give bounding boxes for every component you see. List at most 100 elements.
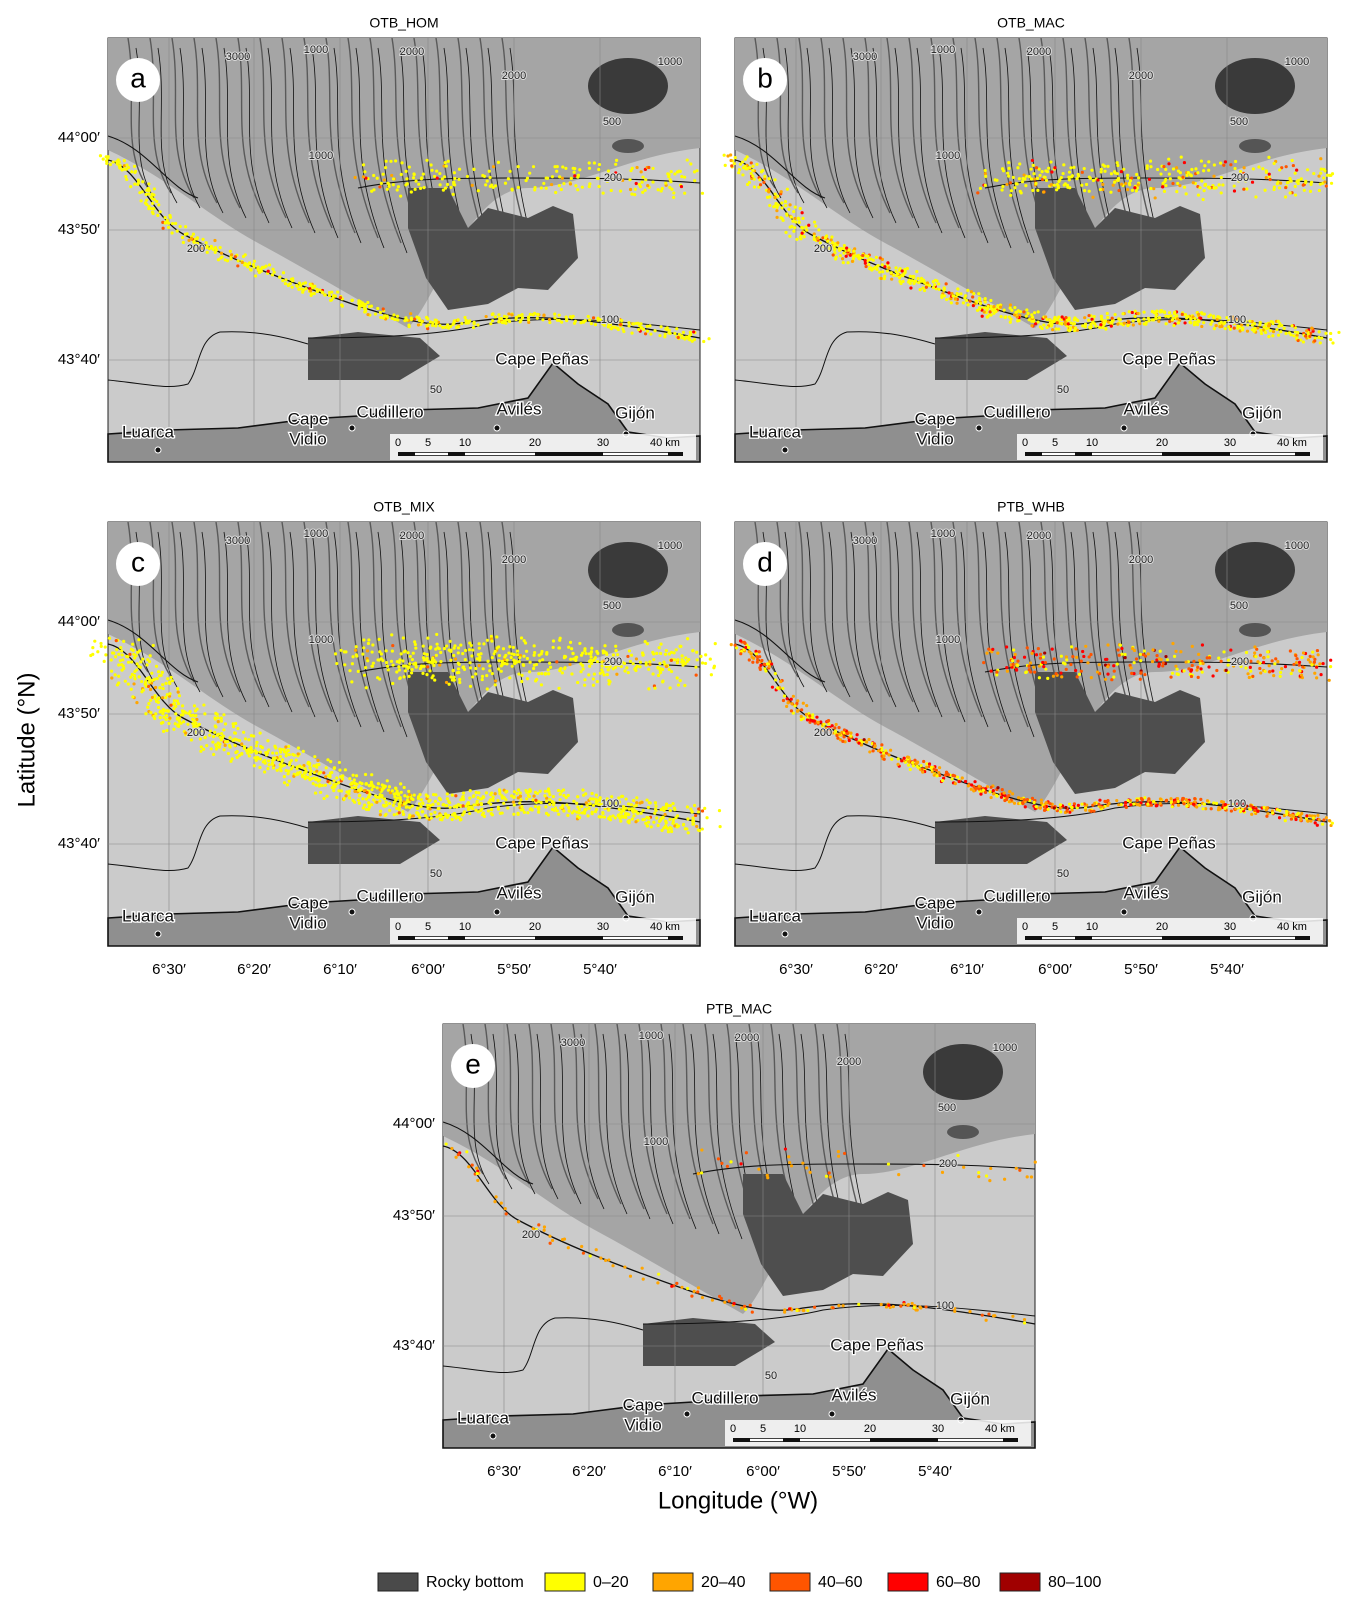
effort-point (428, 646, 432, 650)
effort-point (431, 321, 435, 325)
effort-point (508, 169, 512, 173)
depth-contour (442, 1317, 644, 1374)
effort-point (421, 172, 425, 176)
effort-point (1044, 178, 1049, 183)
effort-point (358, 793, 362, 797)
effort-point (499, 669, 503, 673)
effort-point (741, 173, 745, 177)
effort-point (1329, 337, 1333, 342)
town (781, 446, 789, 454)
effort-point (1264, 170, 1269, 174)
effort-point (673, 331, 677, 336)
effort-point (607, 798, 611, 803)
effort-point (1276, 333, 1281, 337)
effort-point (1170, 318, 1174, 322)
effort-point (870, 268, 874, 272)
effort-point (408, 654, 412, 659)
effort-point (1021, 801, 1025, 805)
effort-point (537, 810, 541, 814)
effort-point (1156, 167, 1160, 172)
effort-point (589, 661, 594, 666)
effort-point (1265, 326, 1269, 330)
effort-point (156, 700, 160, 704)
effort-point (621, 807, 625, 812)
effort-point (125, 177, 129, 182)
effort-point (474, 790, 478, 795)
effort-point (428, 660, 432, 664)
effort-point (668, 686, 672, 690)
effort-point (1270, 811, 1275, 815)
effort-point (1059, 671, 1063, 675)
effort-point (687, 337, 691, 341)
effort-point (409, 312, 413, 316)
effort-point (621, 660, 625, 665)
effort-point (489, 322, 493, 326)
effort-point (285, 783, 290, 787)
effort-point (883, 274, 887, 278)
effort-point (897, 1173, 901, 1177)
effort-point (1283, 664, 1288, 669)
effort-point (692, 170, 697, 174)
effort-point (623, 669, 627, 673)
effort-point (1072, 328, 1077, 333)
effort-point (540, 649, 544, 654)
effort-point (123, 679, 127, 683)
effort-point (1328, 664, 1333, 669)
effort-point (788, 225, 792, 229)
effort-point (411, 797, 415, 802)
effort-point (660, 186, 664, 191)
depth-contour (934, 318, 1328, 339)
effort-point (587, 673, 591, 677)
effort-point (405, 177, 409, 181)
effort-point (849, 731, 853, 735)
effort-point (1196, 193, 1201, 197)
effort-point (137, 664, 141, 668)
effort-point (1052, 317, 1057, 321)
effort-point (519, 636, 524, 640)
effort-point (669, 169, 673, 174)
effort-point (1119, 803, 1123, 807)
effort-point (273, 744, 277, 748)
effort-point (425, 652, 429, 657)
effort-point (391, 681, 395, 686)
effort-point (1150, 659, 1155, 664)
effort-point (912, 281, 916, 285)
effort-point (644, 661, 648, 665)
effort-point (393, 795, 397, 799)
effort-point (927, 762, 932, 766)
effort-point (1030, 651, 1034, 655)
effort-point (630, 192, 634, 196)
place-name: Vidio (289, 913, 327, 932)
effort-point (131, 648, 135, 653)
effort-point (1115, 178, 1119, 182)
effort-point (312, 764, 316, 768)
effort-point (500, 659, 504, 664)
effort-point (448, 639, 452, 643)
effort-point (189, 236, 194, 241)
effort-point (978, 186, 983, 190)
effort-point (1285, 809, 1289, 814)
effort-point (1305, 329, 1309, 333)
effort-point (122, 159, 126, 163)
effort-point (548, 661, 552, 665)
effort-point (828, 725, 832, 730)
place-name: Avilés (496, 399, 541, 418)
effort-point (1229, 809, 1233, 813)
effort-point (491, 319, 495, 323)
effort-point (164, 709, 169, 713)
effort-point (526, 315, 531, 319)
effort-point (1221, 183, 1225, 187)
rocky-bottom (408, 188, 578, 310)
effort-point (1074, 647, 1078, 651)
effort-point (638, 184, 643, 189)
contour-label: 1000 (931, 44, 955, 56)
effort-point (1244, 650, 1249, 655)
effort-point (581, 667, 585, 671)
effort-point (1024, 314, 1028, 318)
effort-point (177, 694, 182, 698)
effort-point (1032, 172, 1036, 176)
effort-point (407, 793, 412, 797)
effort-point (617, 807, 621, 811)
effort-point (603, 1258, 608, 1263)
